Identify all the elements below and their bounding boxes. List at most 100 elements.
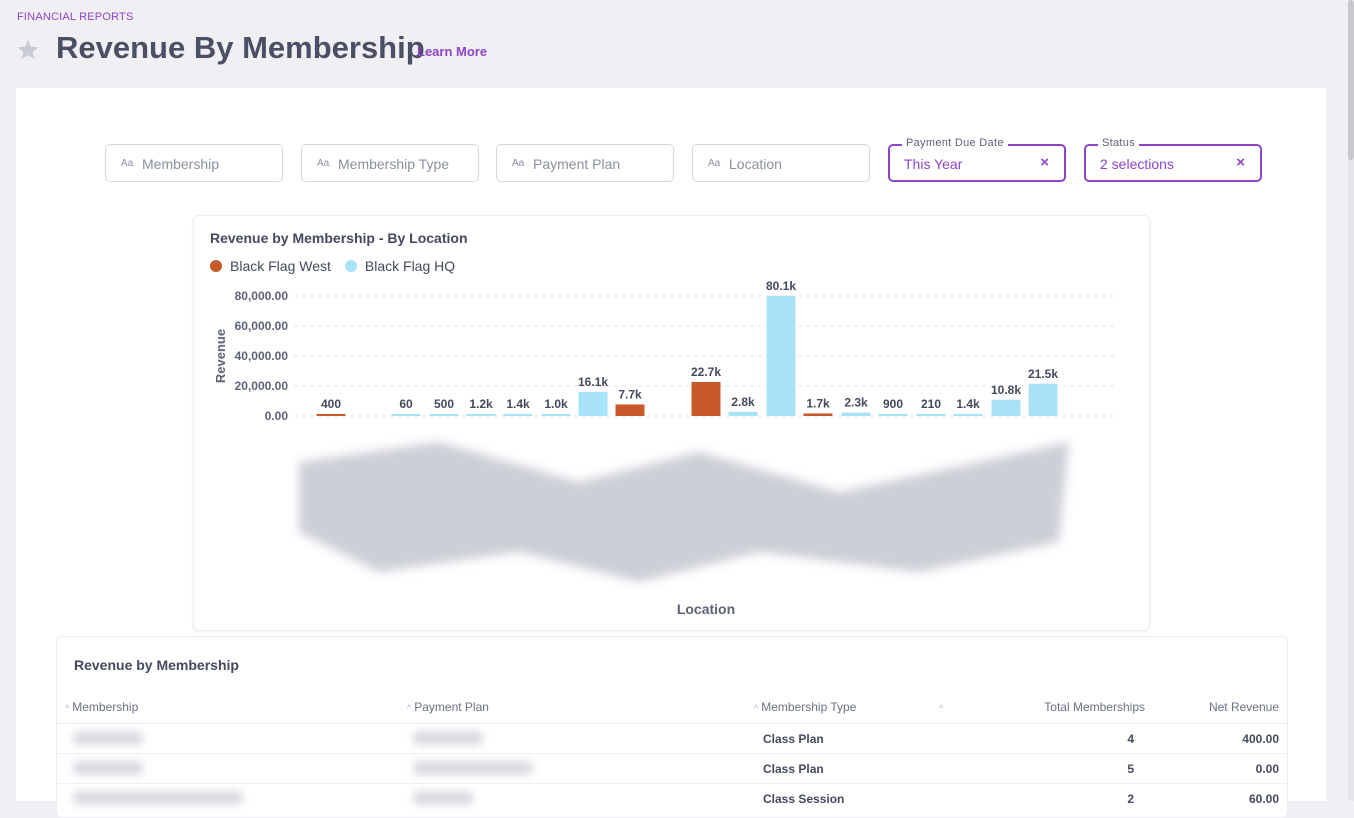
payment-due-date-value: This Year [904, 156, 963, 172]
bar-chart: 0.00 20,000.00 40,000.00 60,000.00 80,000.00… [213, 279, 1114, 617]
y-tick-label: 0.00 [265, 409, 289, 423]
chart-bar [466, 414, 496, 416]
chart-bar [503, 413, 533, 416]
y-tick-label: 20,000.00 [235, 379, 289, 393]
redacted-text [413, 731, 483, 745]
bar-data-label: 2.8k [731, 395, 755, 409]
column-header-membership[interactable]: ^ Membership [65, 700, 139, 714]
chart-bar [316, 414, 346, 416]
chart-bar [728, 411, 758, 416]
membership-type-cell: Class Plan [763, 732, 824, 746]
text-type-icon: Aa [512, 158, 525, 169]
location-filter[interactable]: Aa Location [692, 144, 870, 182]
scrollbar-thumb[interactable] [1348, 0, 1354, 160]
text-type-icon: Aa [708, 158, 721, 169]
table-row[interactable]: Class Plan 4 400.00 [57, 723, 1287, 754]
chart-bar [766, 295, 796, 416]
report-panel: Aa Membership Aa Membership Type Aa Paym… [16, 88, 1326, 818]
total-memberships-cell: 5 [1127, 762, 1134, 776]
membership-type-filter-placeholder: Membership Type [338, 156, 450, 172]
y-tick-label: 80,000.00 [235, 289, 289, 303]
net-revenue-cell: 60.00 [1248, 792, 1279, 806]
x-axis-label: Location [677, 601, 735, 617]
table-title: Revenue by Membership [74, 657, 239, 673]
chart-title: Revenue by Membership - By Location [210, 230, 468, 246]
payment-plan-filter-placeholder: Payment Plan [533, 156, 621, 172]
legend-item-hq[interactable]: Black Flag HQ [344, 258, 456, 274]
revenue-table-card: Revenue by Membership ^ Membership ^ Payme… [56, 636, 1288, 818]
table-row[interactable]: Class Session 2 60.00 [57, 783, 1287, 814]
membership-type-cell: Class Session [763, 792, 845, 806]
sort-icon: ^ [407, 703, 412, 713]
payment-due-date-filter[interactable]: Payment Due Date This Year × [888, 137, 1066, 182]
page-title: Revenue By Membership [56, 30, 425, 65]
chart-bar [541, 414, 571, 416]
legend-label: Black Flag HQ [364, 258, 456, 274]
chart-bar [691, 381, 721, 416]
bar-data-label: 900 [883, 397, 903, 411]
redacted-text [413, 791, 473, 805]
bar-data-label: 1.0k [544, 397, 568, 411]
blurred-x-tick-labels [299, 442, 1069, 582]
chart-bar [991, 399, 1021, 416]
payment-plan-filter[interactable]: Aa Payment Plan [496, 144, 674, 182]
redacted-text [73, 731, 143, 745]
y-tick-label: 40,000.00 [235, 349, 289, 363]
status-filter[interactable]: Status 2 selections × [1084, 137, 1262, 182]
chart-bar [916, 414, 946, 416]
bar-data-label: 1.4k [506, 397, 530, 411]
bar-data-label: 10.8k [991, 383, 1021, 397]
sort-icon: ^ [65, 703, 70, 713]
sort-icon[interactable]: ^ [1137, 703, 1142, 713]
bar-data-label: 60 [399, 397, 413, 411]
scrollbar[interactable] [1348, 0, 1354, 801]
text-type-icon: Aa [121, 158, 134, 169]
chart-bar [953, 413, 983, 416]
column-header-total-memberships[interactable]: Total Memberships [1044, 700, 1145, 714]
chart-bar [391, 414, 421, 416]
chart-bar [615, 404, 645, 416]
y-axis-label: Revenue [213, 329, 228, 383]
bar-data-label: 500 [434, 397, 454, 411]
bar-data-label: 22.7k [691, 365, 721, 379]
bar-data-label: 1.2k [469, 397, 493, 411]
clear-icon[interactable]: × [1236, 154, 1245, 171]
status-value: 2 selections [1100, 156, 1174, 172]
chart-legend: Black Flag West Black Flag HQ [210, 258, 455, 274]
legend-item-west[interactable]: Black Flag West [210, 258, 331, 274]
bar-data-label: 400 [321, 397, 341, 411]
payment-due-date-label: Payment Due Date [902, 137, 1008, 149]
membership-type-cell: Class Plan [763, 762, 824, 776]
chart-bar [803, 413, 833, 416]
membership-type-filter[interactable]: Aa Membership Type [301, 144, 479, 182]
bar-data-label: 1.7k [806, 396, 830, 410]
table-row[interactable]: Class Plan 5 0.00 [57, 753, 1287, 784]
revenue-chart-card: Revenue by Membership - By Location Blac… [193, 215, 1150, 631]
total-memberships-cell: 2 [1127, 792, 1134, 806]
legend-swatch [344, 260, 357, 272]
clear-icon[interactable]: × [1040, 154, 1049, 171]
redacted-text [73, 791, 243, 805]
breadcrumb[interactable]: FINANCIAL REPORTS [17, 11, 134, 23]
legend-swatch [210, 260, 222, 272]
chart-bar [1028, 383, 1058, 416]
y-tick-label: 60,000.00 [235, 319, 289, 333]
bar-data-label: 1.4k [956, 397, 980, 411]
net-revenue-cell: 0.00 [1255, 762, 1279, 776]
chart-bar [578, 391, 608, 416]
location-filter-placeholder: Location [729, 156, 782, 172]
text-type-icon: Aa [317, 158, 330, 169]
column-header-payment-plan[interactable]: ^ Payment Plan [407, 700, 489, 714]
bar-data-label: 2.3k [844, 396, 868, 410]
star-icon[interactable] [16, 38, 40, 62]
column-header-membership-type[interactable]: ^ Membership Type [754, 700, 857, 714]
column-header-net-revenue[interactable]: Net Revenue [1208, 700, 1279, 714]
total-memberships-cell: 4 [1127, 732, 1134, 746]
learn-more-link[interactable]: Learn More [417, 44, 488, 59]
redacted-text [73, 761, 143, 775]
membership-filter[interactable]: Aa Membership [105, 144, 283, 182]
sort-icon[interactable]: ^ [939, 703, 944, 713]
chart-bar [429, 414, 459, 416]
membership-filter-placeholder: Membership [142, 156, 220, 172]
chart-bar [841, 412, 871, 416]
